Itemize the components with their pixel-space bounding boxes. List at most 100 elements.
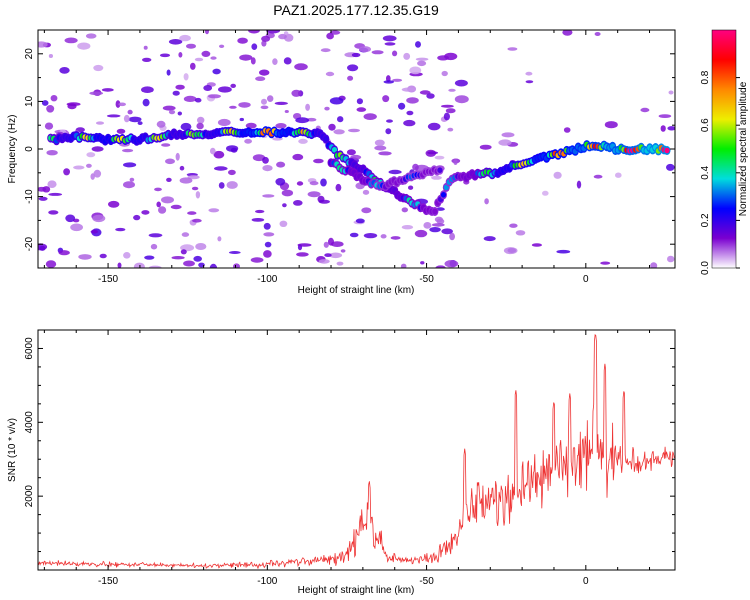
snr-frame [37, 329, 676, 571]
spectrogram-noise-blob [398, 102, 406, 110]
spectrogram-noise-blob [238, 102, 251, 108]
spectrogram-noise-blob [335, 183, 342, 192]
spectrogram-noise-blob [431, 223, 445, 227]
spectrogram-noise-blob [408, 185, 414, 190]
spectrogram-noise-blob [328, 237, 334, 246]
spectrogram-noise-blob [218, 86, 232, 93]
spectrogram-noise-blob [278, 33, 287, 40]
spectrogram-noise-blob [161, 196, 174, 204]
spectrogram-noise-blob [371, 50, 384, 55]
spectrogram-noise-blob [374, 139, 385, 146]
spectrogram-noise-blob [156, 120, 166, 128]
spectrogram-noise-blob [483, 236, 496, 242]
spectrogram-noise-blob [593, 174, 603, 179]
colorbar-tick-label: 0.2 [700, 213, 711, 227]
spectrogram-noise-blob [92, 214, 106, 223]
spectrogram-noise-blob [454, 79, 468, 87]
spectrogram-ridge-core [664, 147, 670, 154]
spectrogram-noise-blob [245, 122, 257, 129]
spectrogram-noise-blob [419, 90, 431, 95]
spectrogram-noise-blob [348, 128, 360, 133]
spectrogram-noise-blob [390, 236, 401, 240]
spectrogram-noise-blob [93, 169, 102, 178]
spectrogram-noise-blob [563, 127, 571, 133]
spectrogram-noise-blob [156, 201, 161, 208]
spectrogram-noise-blob [293, 200, 303, 206]
spectrogram-noise-blob [441, 104, 454, 108]
spectrogram-noise-blob [279, 220, 288, 227]
colorbar-tick-label: 0.8 [700, 70, 711, 84]
spectrogram-noise-blob [172, 90, 180, 96]
spectrogram-noise-blob [143, 45, 148, 50]
spectrogram-noise-blob [118, 102, 126, 107]
spectrogram-xtick-label: -100 [257, 274, 277, 285]
spectrogram-noise-blob [436, 207, 445, 211]
spectrogram-noise-blob [213, 150, 225, 159]
spectrogram-noise-blob [525, 80, 534, 84]
spectrogram-noise-blob [282, 203, 287, 208]
spectrogram-noise-blob [261, 98, 267, 105]
spectrogram-noise-blob [281, 189, 294, 197]
spectrogram-noise-blob [427, 122, 441, 131]
spectrogram-noise-blob [434, 216, 443, 223]
snr-background [38, 330, 675, 570]
spectrogram-noise-blob [401, 87, 416, 92]
spectrogram-noise-blob [193, 255, 202, 262]
spectrogram-noise-blob [252, 154, 266, 162]
spectrogram-noise-blob [337, 116, 344, 123]
spectrogram-noise-blob [447, 127, 454, 132]
spectrogram-secondary-ridge-core [437, 167, 443, 173]
spectrogram-noise-blob [349, 232, 359, 238]
spectrogram-noise-blob [325, 71, 335, 77]
spectrogram-noise-blob [594, 32, 601, 36]
spectrogram-noise-blob [214, 166, 228, 171]
spectrogram-noise-blob [64, 37, 78, 44]
colorbar: 0.0 0.2 0.4 0.6 0.8 Normalized spectral ampl… [700, 29, 749, 275]
spectrogram-noise-blob [333, 129, 345, 135]
spectrogram-noise-blob [90, 173, 95, 180]
spectrogram-noise-blob [141, 210, 150, 215]
spectrogram-noise-blob [50, 95, 58, 102]
spectrogram-noise-blob [556, 249, 571, 254]
snr-xtick-label: -100 [257, 576, 277, 587]
spectrogram-noise-blob [166, 177, 172, 182]
spectrogram-noise-blob [501, 132, 515, 138]
spectrogram-noise-blob [600, 261, 611, 265]
spectrogram-ridge-core [440, 192, 447, 198]
spectrogram-noise-blob [329, 97, 344, 105]
spectrogram-noise-blob [297, 243, 312, 247]
spectrogram-noise-blob [212, 68, 221, 75]
spectrogram-noise-blob [412, 163, 419, 171]
spectrogram-noise-blob [431, 175, 442, 180]
spectrogram-noise-blob [380, 234, 387, 239]
spectrogram-noise-blob [386, 119, 393, 123]
figure-title: PAZ1.2025.177.12.35.G19 [273, 2, 439, 18]
spectrogram-noise-blob [46, 105, 55, 113]
spectrogram-noise-blob [378, 151, 392, 156]
spectrogram-noise-blob [63, 168, 70, 176]
spectrogram-noise-blob [445, 108, 456, 114]
spectrogram-noise-blob [320, 178, 327, 187]
spectrogram-noise-blob [403, 119, 416, 127]
spectrogram-noise-blob [356, 107, 367, 112]
spectrogram-noise-blob [73, 165, 85, 170]
spectrogram-noise-blob [195, 191, 201, 199]
spectrogram-noise-blob [406, 110, 414, 116]
snr-ylabel: SNR (10 * v/v) [7, 418, 18, 482]
spectrogram-noise-blob [414, 229, 428, 238]
spectrogram-noise-blob [267, 95, 274, 102]
snr-ytick-label: 4000 [24, 411, 35, 434]
spectrogram-noise-blob [195, 243, 207, 250]
spectrogram-marks [38, 30, 675, 268]
spectrogram-noise-blob [183, 260, 195, 267]
spectrogram-noise-blob [498, 139, 512, 146]
spectrogram-noise-blob [175, 152, 180, 161]
spectrogram-noise-blob [388, 169, 402, 175]
spectrogram-noise-blob [363, 233, 378, 239]
spectrogram-noise-blob [197, 116, 205, 124]
spectrogram-noise-blob [217, 236, 222, 242]
spectrogram-noise-blob [417, 60, 427, 67]
spectrogram-noise-blob [41, 100, 49, 106]
spectrogram-noise-blob [262, 165, 273, 172]
